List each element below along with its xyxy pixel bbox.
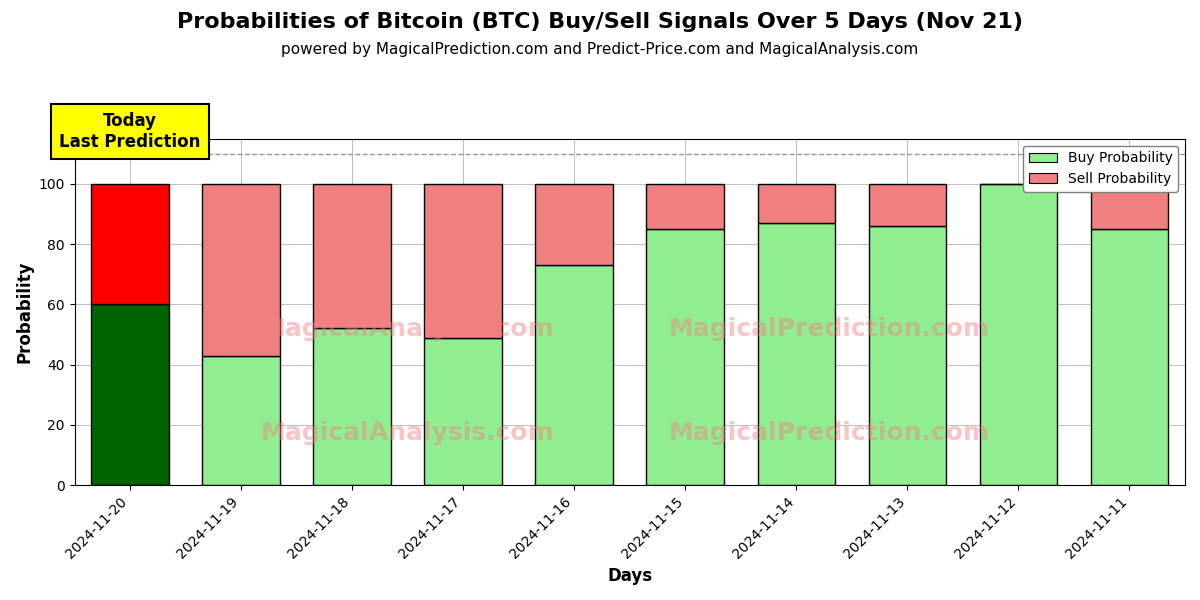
Text: Probabilities of Bitcoin (BTC) Buy/Sell Signals Over 5 Days (Nov 21): Probabilities of Bitcoin (BTC) Buy/Sell … <box>178 12 1022 32</box>
Text: MagicalAnalysis.com: MagicalAnalysis.com <box>260 317 554 341</box>
Text: powered by MagicalPrediction.com and Predict-Price.com and MagicalAnalysis.com: powered by MagicalPrediction.com and Pre… <box>281 42 919 57</box>
Text: MagicalPrediction.com: MagicalPrediction.com <box>670 421 990 445</box>
Bar <box>869 226 947 485</box>
Bar <box>869 184 947 226</box>
Bar <box>313 328 391 485</box>
Bar <box>425 338 502 485</box>
Text: Today
Last Prediction: Today Last Prediction <box>60 112 200 151</box>
Bar <box>203 184 280 356</box>
Bar <box>647 229 725 485</box>
Bar <box>91 304 169 485</box>
Bar <box>535 265 613 485</box>
Bar <box>313 184 391 328</box>
Y-axis label: Probability: Probability <box>16 260 34 363</box>
X-axis label: Days: Days <box>607 567 653 585</box>
Bar <box>757 223 835 485</box>
Bar <box>1091 184 1169 229</box>
Bar <box>425 184 502 338</box>
Bar <box>647 184 725 229</box>
Text: MagicalAnalysis.com: MagicalAnalysis.com <box>260 421 554 445</box>
Bar <box>1091 229 1169 485</box>
Bar <box>757 184 835 223</box>
Bar <box>91 184 169 304</box>
Bar <box>535 184 613 265</box>
Bar <box>203 356 280 485</box>
Text: MagicalPrediction.com: MagicalPrediction.com <box>670 317 990 341</box>
Legend: Buy Probability, Sell Probability: Buy Probability, Sell Probability <box>1024 146 1178 192</box>
Bar <box>979 184 1057 485</box>
